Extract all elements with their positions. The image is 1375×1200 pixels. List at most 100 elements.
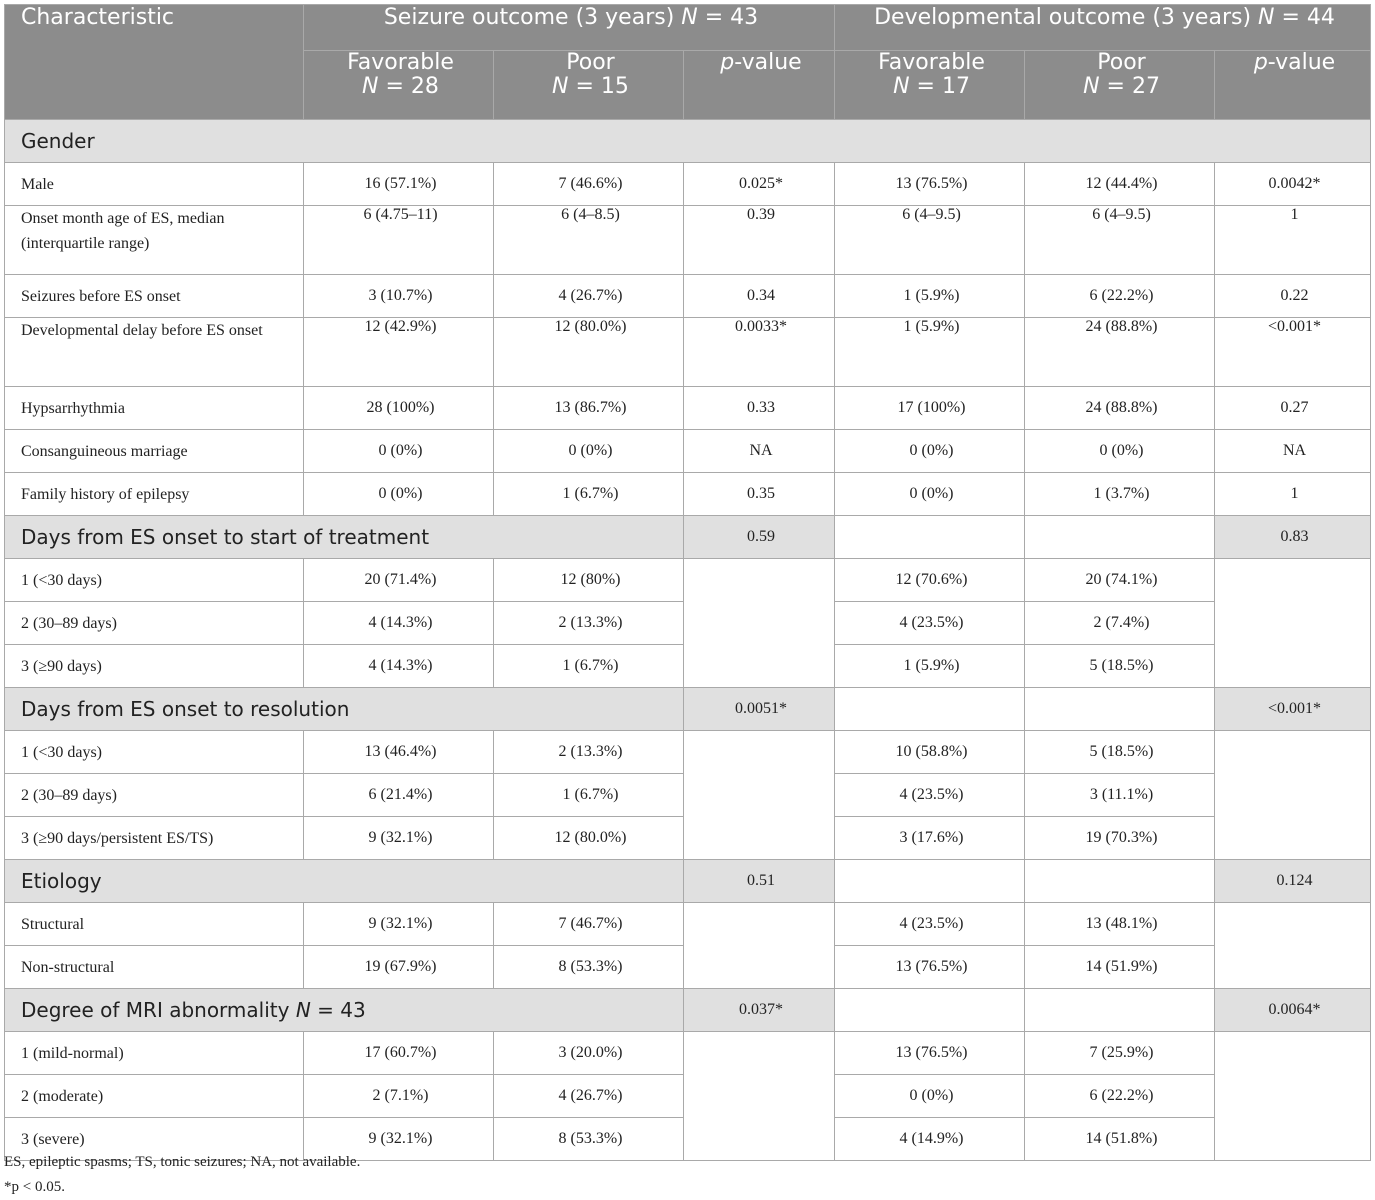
empty-cell [1214, 730, 1372, 860]
section-row-gender: Gender [3, 119, 1372, 163]
developmental-p-value-cell: 1 [1214, 472, 1372, 516]
empty-cell [834, 859, 1026, 903]
section-row-treatment: Days from ES onset to start of treatment… [4, 515, 1372, 559]
row-label: 3 (severe) [4, 1117, 304, 1161]
seizure-poor-cell: 2 (13.3%) [493, 601, 684, 645]
table-row: Structural 9 (32.1%) 7 (46.7%) 4 (23.5%)… [4, 902, 1372, 989]
table-row: 3 (≥90 days) 4 (14.3%) 1 (6.7%) 1 (5.9%)… [4, 644, 1371, 688]
row-label: Onset month age of ES, median (interquar… [4, 205, 304, 275]
row-label: 3 (≥90 days/persistent ES/TS) [4, 816, 304, 860]
developmental-favorable-cell: 17 (100%) [834, 386, 1026, 430]
empty-cell [1024, 988, 1216, 1032]
seizure-favorable-cell: 0 (0%) [303, 429, 494, 473]
seizure-p-value-cell: 0.0051* [682, 687, 836, 731]
section-label: Days from ES onset to start of treatment [4, 515, 684, 559]
seizure-favorable-cell: 28 (100%) [303, 386, 494, 430]
seizure-p-value-cell: 0.35 [682, 472, 836, 516]
seizure-favorable-cell: 17 (60.7%) [303, 1031, 494, 1075]
developmental-poor-cell: 24 (88.8%) [1024, 317, 1216, 387]
empty-cell [834, 687, 1026, 731]
developmental-favorable-cell: 0 (0%) [834, 472, 1026, 516]
empty-cell [1024, 859, 1216, 903]
row-label: Consanguineous marriage [4, 429, 304, 473]
header-row-subgroups: Favorable N = 28 Poor N = 15 p-value Favor… [5, 50, 1372, 120]
developmental-favorable-cell: 10 (58.8%) [834, 730, 1026, 774]
seizure-favorable-header: Favorable N = 28 [303, 50, 494, 120]
developmental-favorable-cell: 6 (4–9.5) [834, 205, 1026, 275]
seizure-poor-cell: 12 (80%) [493, 558, 684, 602]
developmental-poor-cell: 0 (0%) [1024, 429, 1216, 473]
seizure-poor-cell: 7 (46.7%) [493, 902, 684, 946]
table-row: Onset month age of ES, median (interquar… [4, 205, 1372, 275]
developmental-favorable-cell: 0 (0%) [834, 1074, 1026, 1118]
characteristic-header: Characteristic [4, 4, 304, 120]
section-label: Degree of MRI abnormality N = 43 [4, 988, 684, 1032]
seizure-p-value-cell: 0.037* [682, 988, 836, 1032]
seizure-favorable-cell: 19 (67.9%) [303, 945, 494, 989]
developmental-favorable-cell: 13 (76.5%) [834, 162, 1026, 206]
significance-note: *p < 0.05. [4, 1179, 65, 1195]
row-label: Developmental delay before ES onset [4, 317, 304, 387]
developmental-favorable-cell: 13 (76.5%) [834, 1031, 1026, 1075]
seizure-favorable-cell: 2 (7.1%) [303, 1074, 494, 1118]
developmental-poor-cell: 5 (18.5%) [1024, 730, 1216, 774]
table-row: Hypsarrhythmia 28 (100%) 13 (86.7%) 0.33… [4, 386, 1372, 430]
characteristics-table: Characteristic Seizure outcome (3 years)… [3, 4, 1372, 1161]
developmental-poor-cell: 14 (51.9%) [1024, 945, 1216, 989]
developmental-p-value-cell: 0.124 [1214, 859, 1372, 903]
seizure-poor-cell: 12 (80.0%) [493, 816, 684, 860]
seizure-favorable-cell: 12 (42.9%) [303, 317, 494, 387]
empty-cell [682, 902, 836, 989]
developmental-poor-cell: 7 (25.9%) [1024, 1031, 1216, 1075]
section-row-etiology: Etiology 0.51 0.124 [4, 859, 1372, 903]
seizure-p-value-cell: 0.39 [682, 205, 836, 275]
seizure-favorable-cell: 4 (14.3%) [303, 644, 494, 688]
developmental-favorable-cell: 4 (23.5%) [834, 902, 1026, 946]
row-label: 2 (30–89 days) [4, 773, 304, 817]
header-row-groups: Characteristic Seizure outcome (3 years)… [4, 4, 1372, 120]
developmental-p-value-header: p-value [1214, 50, 1372, 120]
developmental-p-value-cell: 1 [1214, 205, 1372, 275]
seizure-poor-cell: 2 (13.3%) [493, 730, 684, 774]
table-row: Consanguineous marriage 0 (0%) 0 (0%) NA… [4, 429, 1372, 473]
developmental-favorable-cell: 4 (14.9%) [834, 1117, 1026, 1161]
seizure-p-value-cell: 0.34 [682, 274, 836, 318]
seizure-poor-header: Poor N = 15 [493, 50, 684, 120]
table-row: 3 (severe) 9 (32.1%) 8 (53.3%) 4 (14.9%)… [4, 1117, 1371, 1161]
developmental-p-value-cell: 0.22 [1214, 274, 1372, 318]
row-label: Hypsarrhythmia [4, 386, 304, 430]
developmental-favorable-cell: 1 (5.9%) [834, 274, 1026, 318]
developmental-poor-cell: 20 (74.1%) [1024, 558, 1216, 602]
seizure-poor-cell: 1 (6.7%) [493, 773, 684, 817]
abbreviations-note: ES, epileptic spasms; TS, tonic seizures… [4, 1154, 361, 1170]
seizure-poor-cell: 4 (26.7%) [493, 1074, 684, 1118]
row-label: 3 (≥90 days) [4, 644, 304, 688]
empty-cell [1214, 1031, 1372, 1161]
developmental-favorable-cell: 3 (17.6%) [834, 816, 1026, 860]
developmental-poor-cell: 24 (88.8%) [1024, 386, 1216, 430]
developmental-p-value-cell: 0.27 [1214, 386, 1372, 430]
developmental-poor-cell: 13 (48.1%) [1024, 902, 1216, 946]
table-row: Male 16 (57.1%) 7 (46.6%) 0.025* 13 (76.… [4, 162, 1372, 206]
developmental-favorable-cell: 13 (76.5%) [834, 945, 1026, 989]
row-label: Structural [4, 902, 304, 946]
empty-cell [834, 515, 1026, 559]
seizure-favorable-cell: 16 (57.1%) [303, 162, 494, 206]
seizure-poor-cell: 13 (86.7%) [493, 386, 684, 430]
seizure-favorable-cell: 0 (0%) [303, 472, 494, 516]
developmental-favorable-cell: 1 (5.9%) [834, 317, 1026, 387]
developmental-p-value-cell: 0.0042* [1214, 162, 1372, 206]
empty-cell [834, 988, 1026, 1032]
row-label: Seizures before ES onset [4, 274, 304, 318]
seizure-poor-cell: 8 (53.3%) [493, 1117, 684, 1161]
seizure-favorable-cell: 6 (4.75–11) [303, 205, 494, 275]
developmental-p-value-cell: 0.83 [1214, 515, 1372, 559]
section-row-resolution: Days from ES onset to resolution 0.0051*… [4, 687, 1372, 731]
developmental-poor-header: Poor N = 27 [1024, 50, 1216, 120]
developmental-poor-cell: 19 (70.3%) [1024, 816, 1216, 860]
seizure-favorable-cell: 13 (46.4%) [303, 730, 494, 774]
seizure-favorable-cell: 4 (14.3%) [303, 601, 494, 645]
empty-cell [682, 558, 836, 688]
row-label: Male [4, 162, 304, 206]
seizure-poor-cell: 3 (20.0%) [493, 1031, 684, 1075]
